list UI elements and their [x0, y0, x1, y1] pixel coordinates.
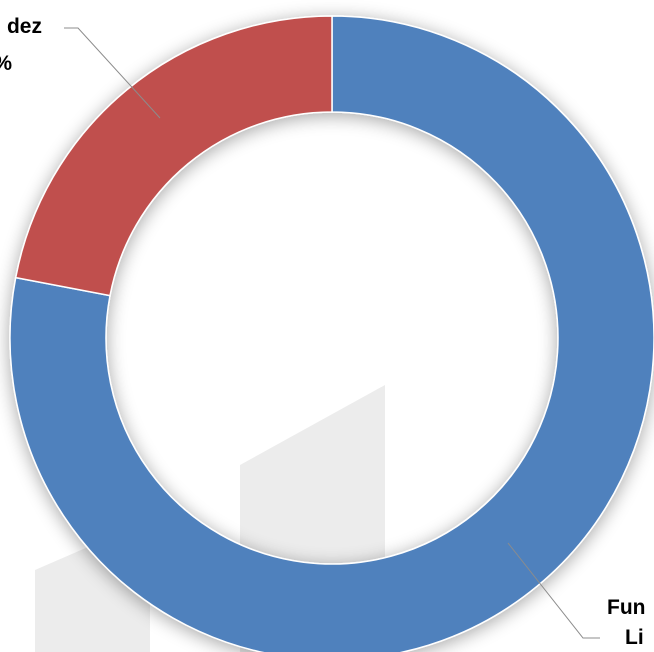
- donut-segment: [14, 15, 333, 297]
- leader-line: [507, 542, 600, 639]
- donut-segment: [9, 15, 654, 652]
- data-label: dez: [7, 15, 42, 38]
- data-label: Li: [625, 626, 644, 649]
- data-label: %: [0, 52, 12, 75]
- donut: [9, 15, 654, 652]
- data-label: Fun: [607, 596, 645, 619]
- leader-line: [64, 27, 161, 119]
- labels: Fun Li dez%: [0, 15, 645, 649]
